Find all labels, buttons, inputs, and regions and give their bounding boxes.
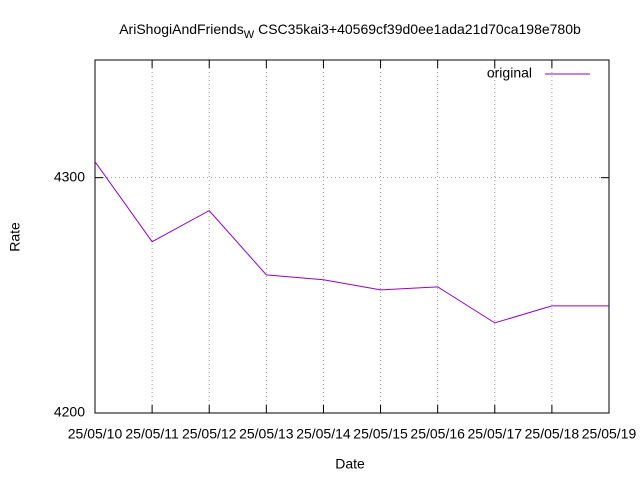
- data-line: [94, 161, 609, 324]
- chart-title: AriShogiAndFriendsW CSC35kai3+40569cf39d0…: [119, 21, 581, 41]
- x-tick-label: 25/05/16: [410, 426, 465, 442]
- x-tick-label: 25/05/12: [182, 426, 237, 442]
- x-tick-label: 25/05/10: [68, 426, 123, 442]
- title-subscript: W: [244, 29, 255, 41]
- x-tick-label: 25/05/18: [525, 426, 580, 442]
- x-tick-label: 25/05/17: [468, 426, 523, 442]
- title-main: AriShogiAndFriends: [119, 21, 244, 37]
- x-tick-label: 25/05/19: [582, 426, 637, 442]
- x-axis-label: Date: [335, 456, 365, 472]
- y-tick-label: 4300: [54, 168, 85, 184]
- x-tick-label: 25/05/15: [353, 426, 408, 442]
- y-axis-label: Rate: [7, 222, 23, 252]
- title-rest: CSC35kai3+40569cf39d0ee1ada21d70ca198e78…: [258, 21, 581, 37]
- x-tick-label: 25/05/14: [296, 426, 351, 442]
- legend-label: original: [487, 65, 532, 81]
- plot-border: [94, 59, 610, 414]
- y-tick-label: 4200: [54, 404, 85, 420]
- x-tick-label: 25/05/11: [125, 426, 179, 442]
- x-tick-label: 25/05/13: [239, 426, 294, 442]
